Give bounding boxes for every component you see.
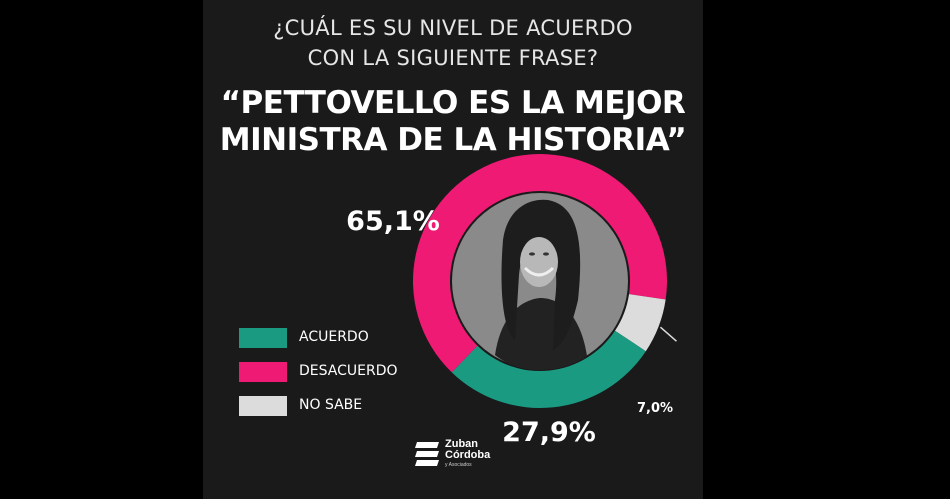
donut-slices — [413, 154, 668, 408]
value-label-no-sabe: 7,0% — [637, 401, 673, 416]
donut-chart: 65,1% 27,9% 7,0% — [346, 154, 677, 448]
brand-logo: Zuban Córdoba y Asociados — [415, 438, 490, 476]
legend-label-desacuerdo: DESACUERDO — [299, 363, 398, 379]
logo-line-1: Zuban — [445, 438, 478, 450]
poll-panel: ¿CUÁL ES SU NIVEL DE ACUERDO CON LA SIGU… — [203, 0, 703, 499]
legend-label-no-sabe: NO SABE — [299, 397, 363, 413]
leader-line-no-sabe — [659, 326, 677, 342]
question-line-1: ¿CUÁL ES SU NIVEL DE ACUERDO — [273, 16, 633, 40]
quote-line-1: “PETTOVELLO ES LA MEJOR — [220, 85, 686, 121]
logo-line-2: Córdoba — [445, 449, 491, 461]
value-label-acuerdo: 27,9% — [502, 417, 596, 448]
question-line-2: CON LA SIGUIENTE FRASE? — [307, 46, 599, 70]
legend-swatch-no-sabe — [239, 396, 287, 416]
logo-icon — [415, 442, 439, 466]
slice-no-sabe — [614, 294, 666, 352]
quote-line-2: MINISTRA DE LA HISTORIA” — [219, 122, 687, 158]
value-label-desacuerdo: 65,1% — [346, 206, 440, 237]
logo-wordmark: Zuban Córdoba — [445, 439, 490, 461]
legend-swatch-desacuerdo — [239, 362, 287, 382]
legend-label-acuerdo: ACUERDO — [299, 329, 369, 345]
value-labels: 65,1% 27,9% 7,0% — [346, 206, 677, 448]
center-portrait — [452, 193, 628, 370]
legend-swatch-acuerdo — [239, 328, 287, 348]
slice-acuerdo — [451, 330, 646, 408]
slice-desacuerdo — [413, 154, 668, 373]
logo-subtitle: y Asociados — [445, 462, 472, 468]
